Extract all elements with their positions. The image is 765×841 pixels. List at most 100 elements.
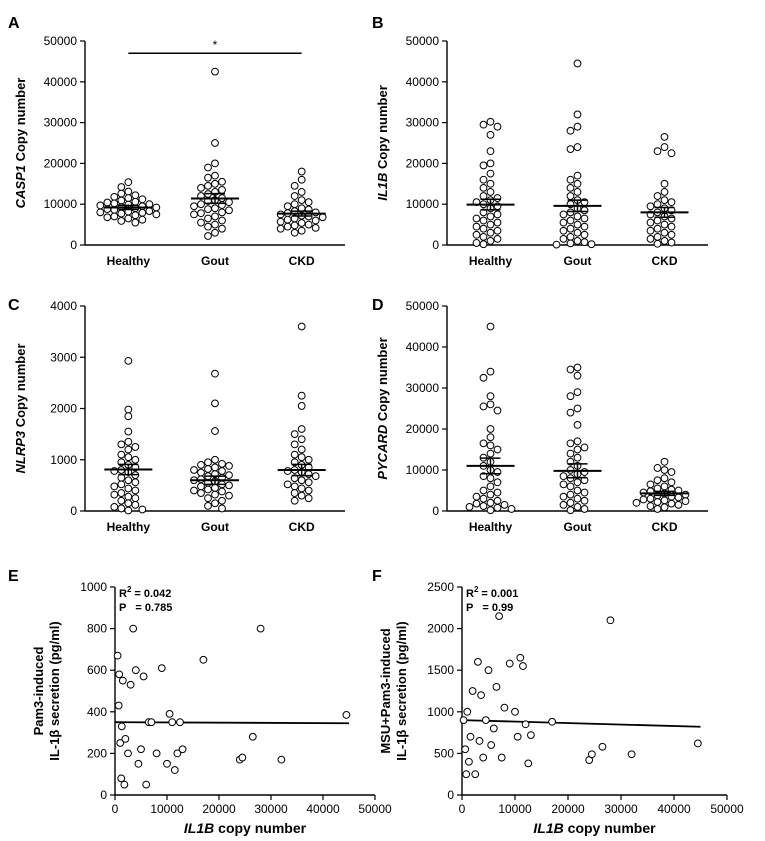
data-point xyxy=(110,212,119,221)
data-point xyxy=(573,237,582,245)
data-point xyxy=(660,179,669,188)
data-point xyxy=(479,192,488,200)
category-label: Gout xyxy=(201,254,229,268)
data-point xyxy=(124,499,133,508)
data-point xyxy=(471,770,480,779)
y-tick-label: 20000 xyxy=(406,422,440,436)
data-point xyxy=(290,200,299,209)
y-tick-label: 500 xyxy=(434,746,454,760)
category-label: Gout xyxy=(564,254,592,268)
data-point xyxy=(507,505,516,513)
data-point xyxy=(290,228,299,237)
data-point xyxy=(479,472,488,481)
y-axis-label-line: MSU+Pam3-induced xyxy=(378,628,393,753)
data-point xyxy=(486,392,495,401)
data-point xyxy=(660,143,669,151)
data-point xyxy=(96,208,105,217)
data-point xyxy=(516,653,525,662)
data-point xyxy=(110,482,119,491)
data-point xyxy=(493,406,502,415)
data-point xyxy=(297,175,306,184)
y-axis-label-line: IL-1β secretion (pg/ml) xyxy=(394,621,409,760)
data-point xyxy=(197,183,205,192)
data-point xyxy=(218,467,226,475)
data-point xyxy=(486,322,495,331)
data-point xyxy=(646,202,655,211)
data-point xyxy=(486,498,495,507)
data-point xyxy=(124,178,133,187)
data-point xyxy=(290,221,299,230)
data-point xyxy=(667,230,676,239)
data-point xyxy=(176,718,184,727)
data-point xyxy=(486,159,495,168)
data-point xyxy=(660,466,669,474)
y-tick-label: 50000 xyxy=(44,34,78,48)
data-point xyxy=(472,239,481,247)
data-point xyxy=(276,224,285,233)
data-point xyxy=(152,203,161,212)
y-axis-label: IL1B Copy number xyxy=(375,85,390,201)
data-point xyxy=(474,657,482,666)
data-point xyxy=(170,766,179,774)
data-point xyxy=(124,506,133,515)
data-point xyxy=(587,750,596,759)
data-point xyxy=(304,470,313,479)
data-point xyxy=(484,666,493,675)
data-point xyxy=(283,215,292,224)
y-axis-unit: Copy number xyxy=(375,85,390,172)
y-axis-label: NLRP3 Copy number xyxy=(13,343,28,473)
data-point xyxy=(573,478,582,487)
p-symbol: P xyxy=(466,602,473,614)
data-point xyxy=(138,505,147,514)
data-point xyxy=(566,126,575,135)
data-point xyxy=(297,402,306,410)
data-point xyxy=(580,206,589,215)
panel-label: D xyxy=(372,297,384,314)
data-point xyxy=(500,500,509,509)
y-tick-label: 0 xyxy=(70,504,77,518)
data-point xyxy=(573,143,582,151)
data-point xyxy=(142,780,151,789)
data-point xyxy=(524,759,533,768)
data-point xyxy=(131,478,140,487)
data-point xyxy=(218,177,226,186)
data-point xyxy=(117,489,126,497)
data-point xyxy=(493,234,502,243)
data-point xyxy=(131,211,140,220)
r2-label: R2 = 0.001 xyxy=(466,585,518,600)
data-point xyxy=(587,240,596,249)
y-axis-gene: PYCARD xyxy=(375,424,390,480)
data-point xyxy=(124,492,133,501)
data-point xyxy=(225,206,233,215)
data-point xyxy=(117,504,126,513)
data-point xyxy=(290,192,299,200)
data-point xyxy=(566,482,575,491)
r2-label: R2 = 0.042 xyxy=(119,585,171,600)
data-point xyxy=(667,499,676,508)
x-tick-label: 50000 xyxy=(358,802,392,816)
data-point xyxy=(559,500,568,509)
p-label: P = 0.785 xyxy=(119,602,172,614)
data-point xyxy=(124,214,133,223)
data-point xyxy=(566,208,575,217)
data-point xyxy=(304,486,313,495)
data-point xyxy=(131,455,140,464)
data-point xyxy=(218,496,226,505)
data-point xyxy=(497,753,506,762)
data-point xyxy=(653,239,662,248)
data-point xyxy=(163,759,171,768)
data-point xyxy=(479,494,488,503)
data-point xyxy=(197,200,205,209)
data-point xyxy=(204,214,212,223)
data-point xyxy=(190,202,198,211)
data-point xyxy=(211,484,219,492)
y-axis-unit: Copy number xyxy=(13,78,28,165)
data-point xyxy=(660,196,669,205)
data-point xyxy=(486,474,495,483)
data-point xyxy=(479,486,488,495)
data-point xyxy=(479,753,488,762)
data-point xyxy=(459,716,468,725)
data-point xyxy=(566,232,575,241)
data-point xyxy=(573,212,582,221)
x-axis-unit: copy number xyxy=(564,820,656,836)
